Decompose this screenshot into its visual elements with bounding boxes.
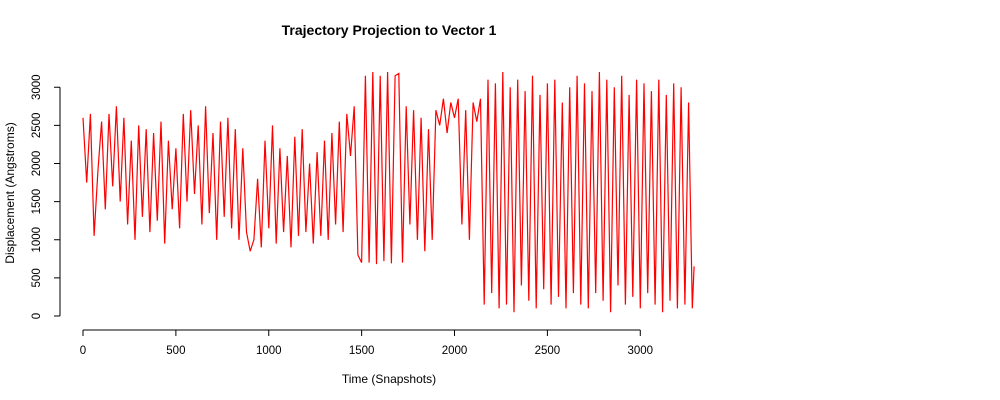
x-axis-label: Time (Snapshots): [342, 372, 436, 386]
plot-area: [82, 71, 695, 313]
y-tick-label: 500: [31, 268, 43, 287]
y-tick-label: 0: [31, 313, 43, 319]
x-tick-label: 0: [80, 345, 86, 357]
x-tick-label: 3000: [627, 345, 653, 357]
chart-title: Trajectory Projection to Vector 1: [282, 22, 497, 38]
y-tick-label: 3000: [31, 74, 43, 100]
x-tick-label: 500: [166, 345, 185, 357]
x-tick-label: 2000: [442, 345, 468, 357]
x-tick-label: 1000: [256, 345, 282, 357]
y-tick-label: 1500: [31, 189, 43, 215]
x-tick-label: 2500: [535, 345, 561, 357]
x-tick-label: 1500: [349, 345, 375, 357]
y-axis: 0 500 1000 1500 2000 2500 3000: [31, 74, 61, 319]
x-axis: 0 500 1000 1500 2000 2500 3000: [80, 329, 653, 357]
y-axis-label: Displacement (Angstroms): [3, 122, 17, 263]
y-tick-label: 2500: [31, 113, 43, 139]
y-tick-label: 1000: [31, 227, 43, 253]
series-line: [82, 71, 695, 313]
y-tick-label: 2000: [31, 151, 43, 177]
